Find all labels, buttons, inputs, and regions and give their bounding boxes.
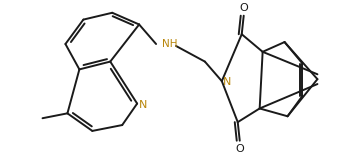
Text: O: O — [239, 3, 248, 13]
Text: N: N — [223, 77, 231, 87]
Text: N: N — [139, 100, 148, 110]
Text: O: O — [235, 144, 244, 154]
Text: NH: NH — [162, 39, 178, 49]
